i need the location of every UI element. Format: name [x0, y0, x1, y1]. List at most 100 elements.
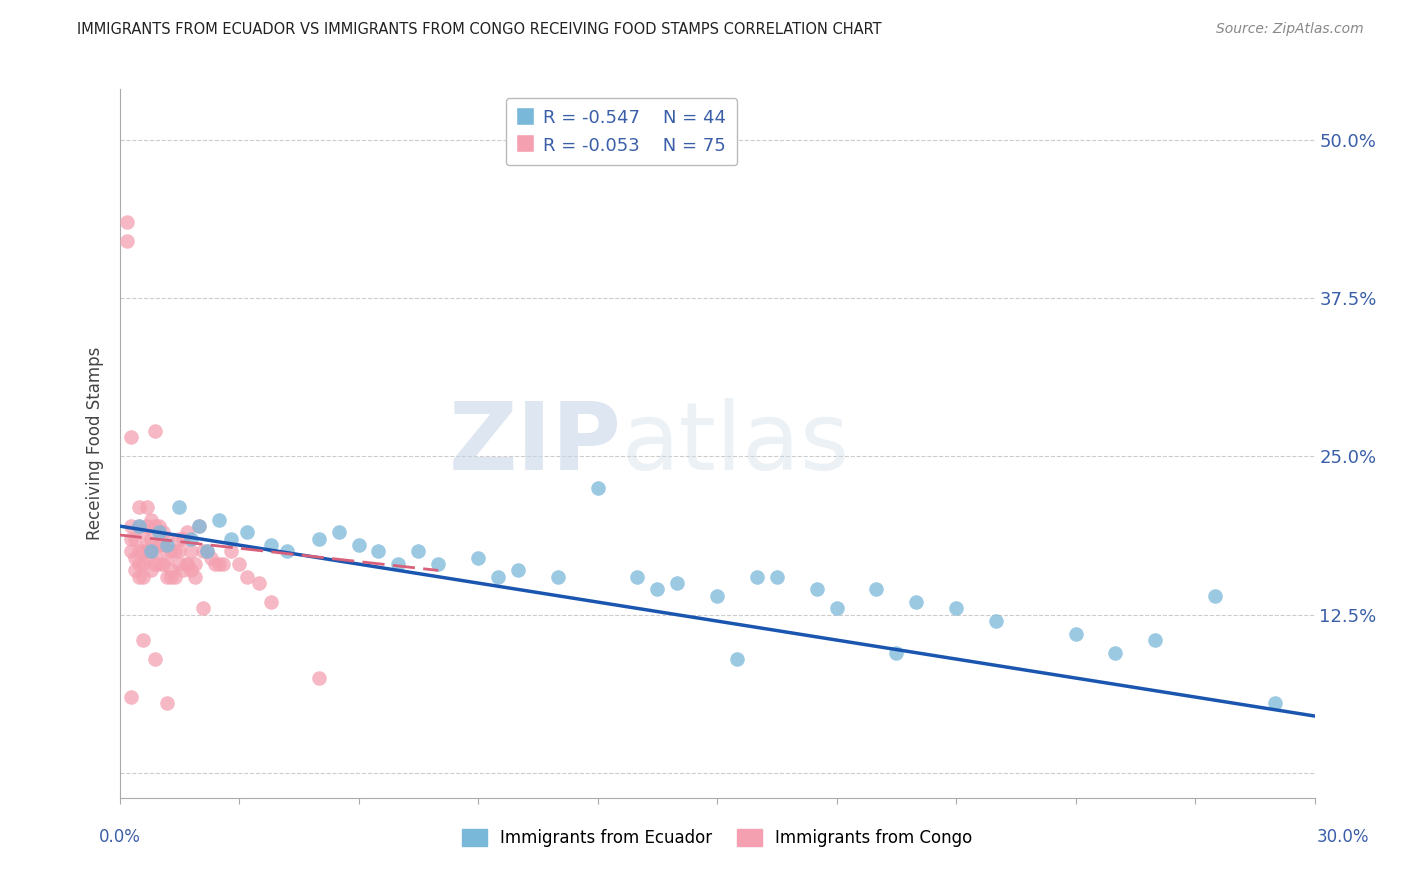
Point	[328, 525, 350, 540]
Point	[745, 570, 768, 584]
Point	[117, 234, 139, 248]
Text: Source: ZipAtlas.com: Source: ZipAtlas.com	[1216, 22, 1364, 37]
Point	[121, 519, 143, 533]
Point	[132, 570, 155, 584]
Point	[145, 424, 166, 438]
Point	[136, 519, 159, 533]
Point	[128, 519, 150, 533]
Point	[666, 576, 689, 591]
Point	[228, 557, 250, 571]
Point	[180, 544, 202, 558]
Point	[212, 557, 235, 571]
Point	[176, 557, 198, 571]
Point	[160, 570, 183, 584]
Point	[128, 557, 150, 571]
Point	[865, 582, 887, 597]
Point	[886, 646, 908, 660]
Point	[1204, 589, 1226, 603]
Point	[136, 550, 159, 565]
Point	[117, 215, 139, 229]
Point	[169, 500, 191, 514]
Point	[169, 544, 191, 558]
Text: atlas: atlas	[621, 398, 849, 490]
Point	[132, 557, 155, 571]
Point	[180, 532, 202, 546]
Point	[725, 652, 748, 666]
Point	[208, 513, 231, 527]
Point	[188, 519, 211, 533]
Point	[276, 544, 298, 558]
Point	[128, 500, 150, 514]
Point	[165, 570, 187, 584]
Point	[219, 532, 242, 546]
Point	[152, 557, 174, 571]
Point	[132, 544, 155, 558]
Point	[152, 538, 174, 552]
Point	[367, 544, 389, 558]
Point	[427, 557, 450, 571]
Point	[136, 500, 159, 514]
Point	[132, 525, 155, 540]
Point	[766, 570, 789, 584]
Point	[165, 544, 187, 558]
Point	[905, 595, 928, 609]
Point	[547, 570, 569, 584]
Legend: Immigrants from Ecuador, Immigrants from Congo: Immigrants from Ecuador, Immigrants from…	[456, 822, 979, 854]
Point	[124, 563, 146, 577]
Point	[128, 570, 150, 584]
Point	[148, 519, 170, 533]
Point	[180, 563, 202, 577]
Point	[141, 563, 163, 577]
Text: ZIP: ZIP	[449, 398, 621, 490]
Point	[156, 570, 179, 584]
Text: 0.0%: 0.0%	[98, 828, 141, 846]
Point	[121, 690, 143, 704]
Point	[141, 544, 163, 558]
Point	[169, 532, 191, 546]
Y-axis label: Receiving Food Stamps: Receiving Food Stamps	[86, 347, 104, 541]
Text: 30.0%: 30.0%	[1316, 828, 1369, 846]
Point	[200, 550, 222, 565]
Point	[160, 563, 183, 577]
Point	[506, 563, 529, 577]
Point	[148, 557, 170, 571]
Point	[148, 538, 170, 552]
Point	[128, 519, 150, 533]
Point	[121, 544, 143, 558]
Point	[1144, 633, 1167, 648]
Point	[260, 595, 283, 609]
Point	[169, 557, 191, 571]
Point	[308, 671, 330, 685]
Point	[984, 614, 1007, 628]
Text: IMMIGRANTS FROM ECUADOR VS IMMIGRANTS FROM CONGO RECEIVING FOOD STAMPS CORRELATI: IMMIGRANTS FROM ECUADOR VS IMMIGRANTS FR…	[77, 22, 882, 37]
Point	[195, 544, 218, 558]
Point	[260, 538, 283, 552]
Point	[156, 532, 179, 546]
Point	[141, 544, 163, 558]
Point	[486, 570, 509, 584]
Point	[152, 525, 174, 540]
Point	[308, 532, 330, 546]
Point	[188, 519, 211, 533]
Point	[172, 563, 194, 577]
Point	[236, 525, 259, 540]
Point	[1264, 697, 1286, 711]
Point	[136, 538, 159, 552]
Point	[347, 538, 370, 552]
Point	[825, 601, 848, 615]
Point	[408, 544, 430, 558]
Point	[626, 570, 648, 584]
Point	[124, 550, 146, 565]
Point	[184, 570, 207, 584]
Point	[706, 589, 728, 603]
Point	[160, 544, 183, 558]
Point	[184, 557, 207, 571]
Point	[1104, 646, 1126, 660]
Point	[387, 557, 409, 571]
Point	[145, 557, 166, 571]
Point	[136, 544, 159, 558]
Point	[236, 570, 259, 584]
Point	[806, 582, 828, 597]
Point	[141, 513, 163, 527]
Point	[204, 557, 226, 571]
